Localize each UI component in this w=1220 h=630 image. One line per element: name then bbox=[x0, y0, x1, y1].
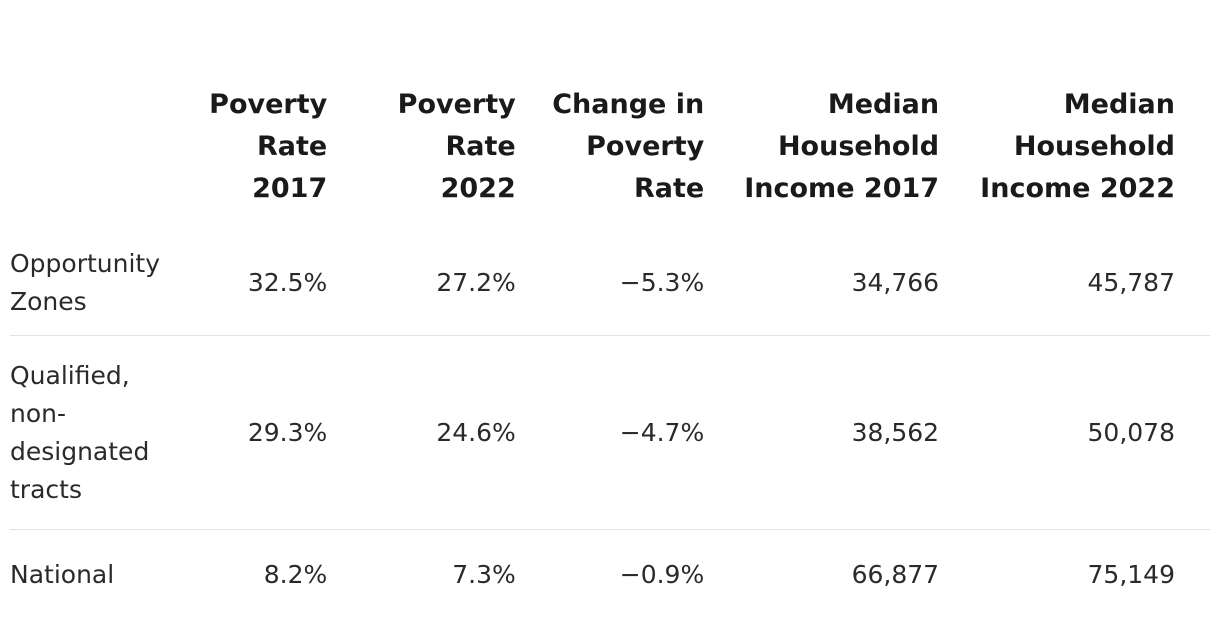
header-row: Poverty Rate 2017 Poverty Rate 2022 Chan… bbox=[10, 0, 1210, 230]
cell-income-2022: 45,787 bbox=[1087, 267, 1175, 297]
cell-poverty-2017: 32.5% bbox=[247, 267, 328, 297]
table-row: Qualified, non-designated tracts 29.3% 2… bbox=[10, 335, 1210, 530]
cell-poverty-2017: 29.3% bbox=[185, 335, 363, 530]
row-label: Qualified, non-designated tracts bbox=[10, 335, 186, 530]
cell-income-2017: 34,766 bbox=[851, 267, 940, 297]
cell-change: −4.7% bbox=[550, 335, 740, 530]
row-label: Opportunity Zones bbox=[10, 248, 161, 316]
cell-poverty-2022: 27.2% bbox=[436, 267, 516, 297]
row-label: National bbox=[10, 529, 186, 614]
cell-change: −5.3% bbox=[619, 267, 705, 297]
cell-income-2022: 75,149 bbox=[974, 529, 1210, 614]
table-row: National 8.2% 7.3% −0.9% 66,877 75,149 bbox=[10, 529, 1210, 614]
cell-poverty-2022: 24.6% bbox=[362, 335, 551, 530]
header-label bbox=[10, 0, 185, 230]
cell-income-2022: 50,078 bbox=[974, 335, 1210, 530]
header-income-2017: Median Household Income 2017 bbox=[744, 89, 940, 204]
poverty-income-table: Poverty Rate 2017 Poverty Rate 2022 Chan… bbox=[10, 0, 1210, 614]
cell-income-2017: 38,562 bbox=[739, 335, 975, 530]
table-body: Opportunity Zones 32.5% 27.2% −5.3% 34,7… bbox=[10, 230, 1210, 614]
cell-change: −0.9% bbox=[550, 529, 740, 614]
cell-poverty-2022: 7.3% bbox=[362, 529, 551, 614]
table-header: Poverty Rate 2017 Poverty Rate 2022 Chan… bbox=[10, 0, 1210, 230]
cell-poverty-2017: 8.2% bbox=[185, 529, 363, 614]
data-table-container: Poverty Rate 2017 Poverty Rate 2022 Chan… bbox=[10, 0, 1210, 614]
header-poverty-2017: Poverty Rate 2017 bbox=[209, 89, 328, 204]
header-poverty-2022: Poverty Rate 2022 bbox=[397, 89, 516, 204]
table-row: Opportunity Zones 32.5% 27.2% −5.3% 34,7… bbox=[10, 230, 1210, 336]
header-change-poverty: Change in Poverty Rate bbox=[552, 89, 705, 204]
header-income-2022: Median Household Income 2022 bbox=[980, 89, 1175, 204]
cell-income-2017: 66,877 bbox=[739, 529, 975, 614]
